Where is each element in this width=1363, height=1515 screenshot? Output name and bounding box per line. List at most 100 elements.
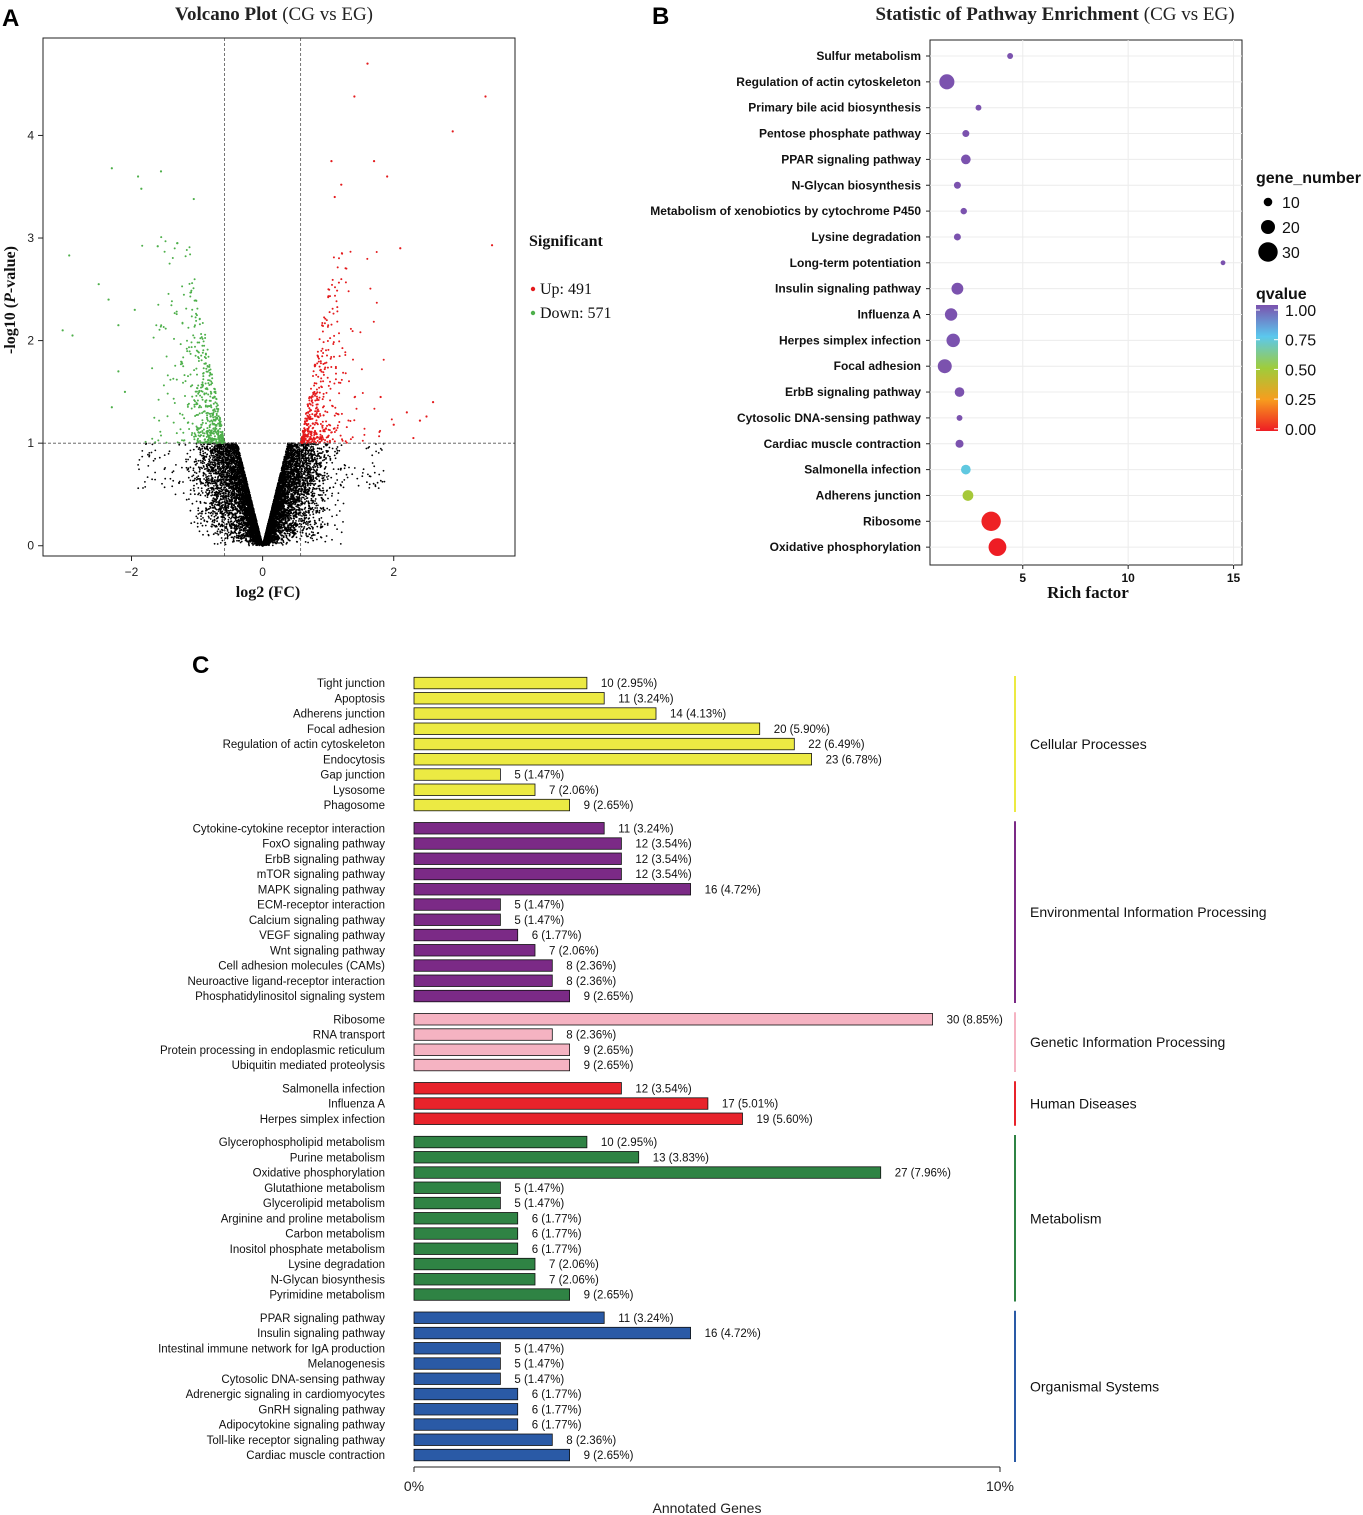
nonsignificant-point	[217, 470, 220, 473]
nonsignificant-point	[194, 477, 196, 480]
nonsignificant-point	[307, 507, 310, 510]
nonsignificant-point	[318, 519, 321, 522]
nonsignificant-point	[199, 468, 201, 471]
panel-label-a: A	[2, 5, 19, 32]
nonsignificant-point	[323, 500, 326, 502]
nonsignificant-point	[201, 512, 203, 515]
nonsignificant-point	[192, 487, 195, 490]
nonsignificant-point	[329, 459, 332, 461]
nonsignificant-point	[304, 506, 307, 509]
nonsignificant-point	[316, 525, 319, 528]
nonsignificant-point	[301, 449, 303, 452]
nonsignificant-point	[307, 464, 310, 467]
nonsignificant-point	[215, 479, 218, 482]
nonsignificant-point	[205, 456, 208, 458]
nonsignificant-point	[198, 492, 200, 495]
nonsignificant-point	[342, 502, 345, 505]
nonsignificant-point	[197, 513, 200, 515]
nonsignificant-point	[304, 454, 307, 457]
nonsignificant-point	[209, 507, 212, 509]
nonsignificant-point	[200, 515, 202, 517]
nonsignificant-point	[189, 449, 192, 452]
nonsignificant-point	[217, 510, 220, 512]
nonsignificant-point	[300, 472, 303, 475]
nonsignificant-point	[182, 492, 185, 494]
nonsignificant-point	[200, 522, 202, 525]
nonsignificant-point	[309, 523, 312, 526]
nonsignificant-point	[302, 496, 305, 499]
nonsignificant-point	[200, 487, 203, 490]
nonsignificant-point	[247, 535, 250, 538]
nonsignificant-point	[339, 543, 342, 545]
nonsignificant-point	[329, 457, 332, 460]
nonsignificant-point	[226, 537, 229, 540]
nonsignificant-point	[317, 504, 319, 507]
nonsignificant-point	[307, 501, 310, 504]
nonsignificant-point	[296, 530, 299, 533]
nonsignificant-point	[213, 521, 216, 524]
nonsignificant-point	[289, 514, 292, 517]
nonsignificant-point	[305, 516, 308, 519]
nonsignificant-point	[303, 502, 306, 505]
nonsignificant-point	[219, 525, 222, 528]
nonsignificant-point	[195, 500, 198, 503]
nonsignificant-point	[212, 513, 214, 515]
nonsignificant-point	[313, 487, 316, 490]
nonsignificant-point	[320, 496, 323, 499]
nonsignificant-point	[192, 448, 195, 451]
nonsignificant-point	[298, 520, 300, 522]
nonsignificant-point	[298, 506, 300, 509]
nonsignificant-point	[313, 464, 315, 467]
nonsignificant-point	[292, 524, 295, 527]
nonsignificant-point	[316, 507, 318, 509]
nonsignificant-point	[301, 496, 303, 499]
nonsignificant-point	[342, 521, 344, 523]
nonsignificant-point	[240, 540, 243, 543]
nonsignificant-point	[211, 445, 213, 448]
nonsignificant-point	[208, 489, 211, 492]
nonsignificant-point	[233, 520, 236, 523]
nonsignificant-point	[314, 482, 317, 485]
nonsignificant-point	[234, 529, 237, 532]
nonsignificant-point	[328, 446, 331, 449]
nonsignificant-point	[202, 450, 204, 453]
nonsignificant-point	[211, 525, 213, 528]
nonsignificant-point	[312, 513, 315, 516]
nonsignificant-point	[311, 490, 314, 493]
nonsignificant-point	[328, 509, 331, 511]
nonsignificant-point	[316, 447, 319, 450]
nonsignificant-point	[328, 455, 331, 458]
nonsignificant-point	[321, 474, 324, 477]
nonsignificant-point	[280, 541, 282, 544]
nonsignificant-point	[192, 474, 195, 477]
nonsignificant-point	[219, 457, 222, 460]
nonsignificant-point	[214, 503, 217, 506]
nonsignificant-point	[301, 531, 304, 534]
nonsignificant-point	[318, 518, 321, 520]
nonsignificant-point	[316, 538, 318, 541]
nonsignificant-point	[308, 533, 311, 536]
nonsignificant-point	[252, 544, 254, 546]
nonsignificant-point	[281, 544, 284, 546]
nonsignificant-point	[326, 476, 328, 478]
nonsignificant-point	[231, 509, 234, 512]
nonsignificant-point	[323, 523, 326, 526]
nonsignificant-point	[196, 525, 199, 528]
nonsignificant-point	[212, 533, 215, 536]
nonsignificant-point	[182, 481, 184, 483]
nonsignificant-point	[221, 520, 224, 523]
nonsignificant-point	[312, 531, 315, 534]
nonsignificant-point	[192, 469, 195, 472]
nonsignificant-point	[185, 498, 188, 501]
nonsignificant-point	[322, 446, 325, 448]
nonsignificant-point	[207, 477, 210, 480]
nonsignificant-point	[307, 500, 310, 503]
nonsignificant-point	[213, 489, 215, 491]
nonsignificant-point	[310, 531, 313, 533]
nonsignificant-point	[320, 517, 323, 519]
nonsignificant-point	[271, 544, 274, 547]
nonsignificant-point	[209, 463, 212, 465]
nonsignificant-point	[308, 460, 311, 463]
nonsignificant-point	[336, 528, 338, 530]
nonsignificant-point	[305, 495, 307, 498]
